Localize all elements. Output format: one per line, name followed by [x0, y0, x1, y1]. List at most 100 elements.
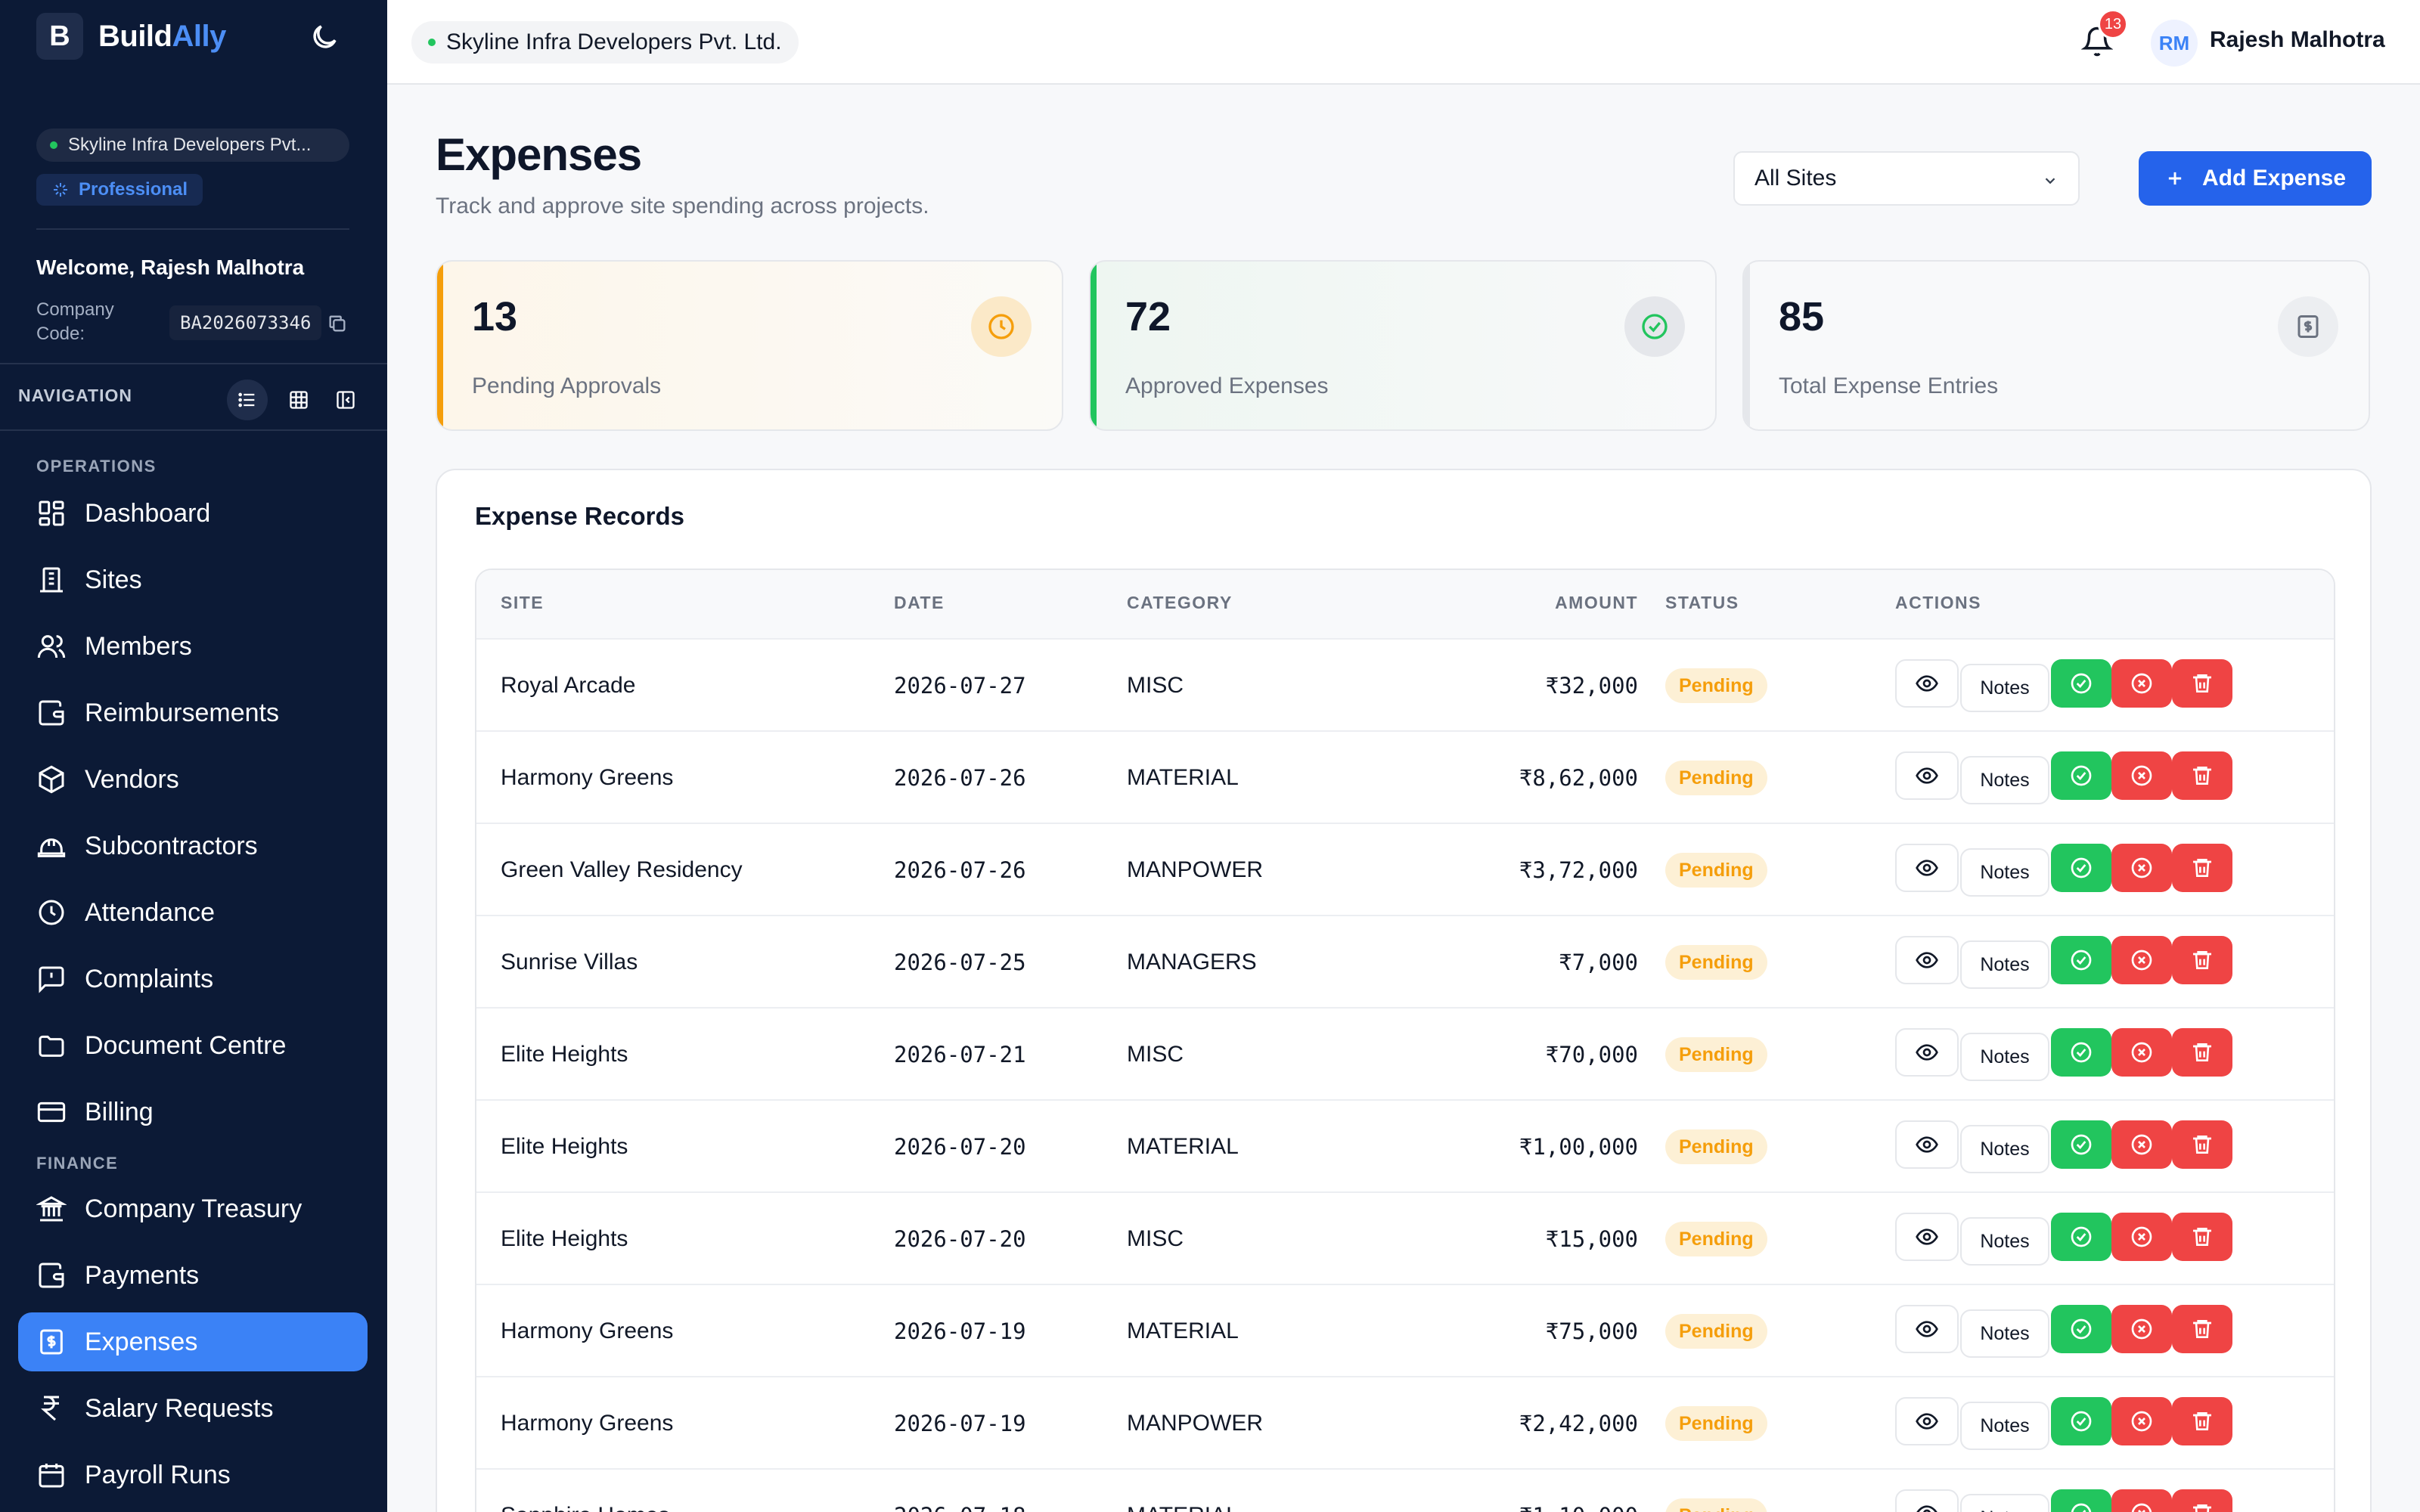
view-button[interactable] [1895, 1213, 1959, 1261]
approve-button[interactable] [2051, 751, 2111, 800]
delete-button[interactable] [2172, 659, 2232, 708]
grid-view-icon[interactable] [278, 380, 319, 420]
reject-button[interactable] [2111, 659, 2172, 708]
copy-icon[interactable] [327, 313, 348, 334]
company-code-label: Company Code: [36, 299, 114, 344]
notes-button[interactable]: Notes [1960, 848, 2049, 897]
sidebar-item-billing[interactable]: Billing [18, 1083, 368, 1142]
approve-button[interactable] [2051, 1305, 2111, 1353]
reject-button[interactable] [2111, 1397, 2172, 1445]
notes-button[interactable]: Notes [1960, 1033, 2049, 1081]
cell-site: Green Valley Residency [501, 857, 743, 882]
notes-button[interactable]: Notes [1960, 1494, 2049, 1512]
trash-icon [2193, 767, 2211, 785]
col-status[interactable]: STATUS [1665, 593, 1739, 612]
company-switcher[interactable]: Skyline Infra Developers Pvt... [36, 129, 349, 162]
check-circle-icon [2071, 1503, 2092, 1512]
table-row: Elite Heights 2026-07-20 MISC ₹15,000 Pendin… [476, 1191, 2334, 1284]
sidebar-item-expenses[interactable]: Expenses [18, 1312, 368, 1371]
delete-button[interactable] [2172, 1213, 2232, 1261]
notes-button[interactable]: Notes [1960, 756, 2049, 804]
view-button[interactable] [1895, 844, 1959, 892]
approve-button[interactable] [2051, 1213, 2111, 1261]
sidebar-item-reimbursements[interactable]: Reimbursements [18, 683, 368, 742]
view-button[interactable] [1895, 1397, 1959, 1445]
company-code: BA2026073346 [169, 305, 322, 340]
approve-button[interactable] [2051, 1397, 2111, 1445]
approve-button[interactable] [2051, 1028, 2111, 1077]
delete-button[interactable] [2172, 936, 2232, 984]
reject-button[interactable] [2111, 1305, 2172, 1353]
delete-button[interactable] [2172, 844, 2232, 892]
delete-button[interactable] [2172, 751, 2232, 800]
view-button[interactable] [1895, 659, 1959, 708]
list-view-icon[interactable] [227, 380, 268, 420]
brand[interactable]: B BuildAlly [36, 13, 226, 60]
cell-site: Harmony Greens [501, 765, 674, 790]
approve-button[interactable] [2051, 1120, 2111, 1169]
reject-button[interactable] [2111, 751, 2172, 800]
add-expense-button[interactable]: Add Expense [2139, 151, 2372, 206]
view-button[interactable] [1895, 1120, 1959, 1169]
cell-category: MANPOWER [1127, 857, 1263, 882]
company-selector[interactable]: Skyline Infra Developers Pvt. Ltd. [411, 21, 799, 64]
approve-button[interactable] [2051, 659, 2111, 708]
x-circle-icon [2131, 1226, 2152, 1247]
approve-button[interactable] [2051, 844, 2111, 892]
col-date[interactable]: DATE [894, 593, 945, 612]
view-button[interactable] [1895, 936, 1959, 984]
col-site[interactable]: SITE [501, 593, 544, 612]
sidebar-item-payroll-runs[interactable]: Payroll Runs [18, 1445, 368, 1504]
col-amount[interactable]: AMOUNT [1555, 593, 1638, 612]
col-category[interactable]: CATEGORY [1127, 593, 1233, 612]
reject-button[interactable] [2111, 936, 2172, 984]
sidebar-item-document-centre[interactable]: Document Centre [18, 1016, 368, 1075]
reject-button[interactable] [2111, 844, 2172, 892]
sidebar-item-sites[interactable]: Sites [18, 550, 368, 609]
delete-button[interactable] [2172, 1489, 2232, 1512]
sidebar-item-complaints[interactable]: Complaints [18, 950, 368, 1009]
user-name[interactable]: Rajesh Malhotra [2210, 27, 2385, 52]
view-button[interactable] [1895, 1305, 1959, 1353]
sidebar-item-salary-requests[interactable]: Salary Requests [18, 1379, 368, 1438]
site-filter-select[interactable]: All Sites [1733, 151, 2080, 206]
notes-button[interactable]: Notes [1960, 1217, 2049, 1266]
delete-button[interactable] [2172, 1397, 2232, 1445]
sidebar-item-vendors[interactable]: Vendors [18, 750, 368, 809]
sidebar-item-members[interactable]: Members [18, 617, 368, 676]
view-button[interactable] [1895, 751, 1959, 800]
collapse-sidebar-icon[interactable] [325, 380, 366, 420]
approve-button[interactable] [2051, 936, 2111, 984]
view-button[interactable] [1895, 1489, 1959, 1512]
notes-button[interactable]: Notes [1960, 940, 2049, 989]
sidebar-item-company-treasury[interactable]: Company Treasury [18, 1179, 368, 1238]
approve-button[interactable] [2051, 1489, 2111, 1512]
reject-button[interactable] [2111, 1489, 2172, 1512]
delete-button[interactable] [2172, 1028, 2232, 1077]
view-button[interactable] [1895, 1028, 1959, 1077]
bell-icon[interactable] [2081, 26, 2113, 57]
trash-icon [2193, 859, 2211, 877]
sidebar-item-attendance[interactable]: Attendance [18, 883, 368, 942]
notes-button[interactable]: Notes [1960, 1309, 2049, 1358]
reject-button[interactable] [2111, 1120, 2172, 1169]
moon-icon[interactable] [309, 21, 340, 53]
eye-icon [1916, 952, 1938, 968]
delete-button[interactable] [2172, 1305, 2232, 1353]
avatar[interactable]: RM [2151, 20, 2198, 67]
sidebar-item-payments[interactable]: Payments [18, 1246, 368, 1305]
delete-button[interactable] [2172, 1120, 2232, 1169]
sidebar-item-subcontractors[interactable]: Subcontractors [18, 816, 368, 875]
x-circle-icon [2131, 1411, 2152, 1432]
notes-button[interactable]: Notes [1960, 1402, 2049, 1450]
sidebar-item-label: Salary Requests [85, 1393, 274, 1423]
reject-button[interactable] [2111, 1028, 2172, 1077]
notes-button[interactable]: Notes [1960, 664, 2049, 712]
cell-category: MATERIAL [1127, 1134, 1239, 1159]
sidebar-item-dashboard[interactable]: Dashboard [18, 484, 368, 543]
stat-label: Approved Expenses [1125, 373, 1329, 398]
reject-button[interactable] [2111, 1213, 2172, 1261]
cell-date: 2026-07-18 [894, 1503, 1026, 1512]
status-badge: Pending [1665, 668, 1767, 703]
notes-button[interactable]: Notes [1960, 1125, 2049, 1173]
